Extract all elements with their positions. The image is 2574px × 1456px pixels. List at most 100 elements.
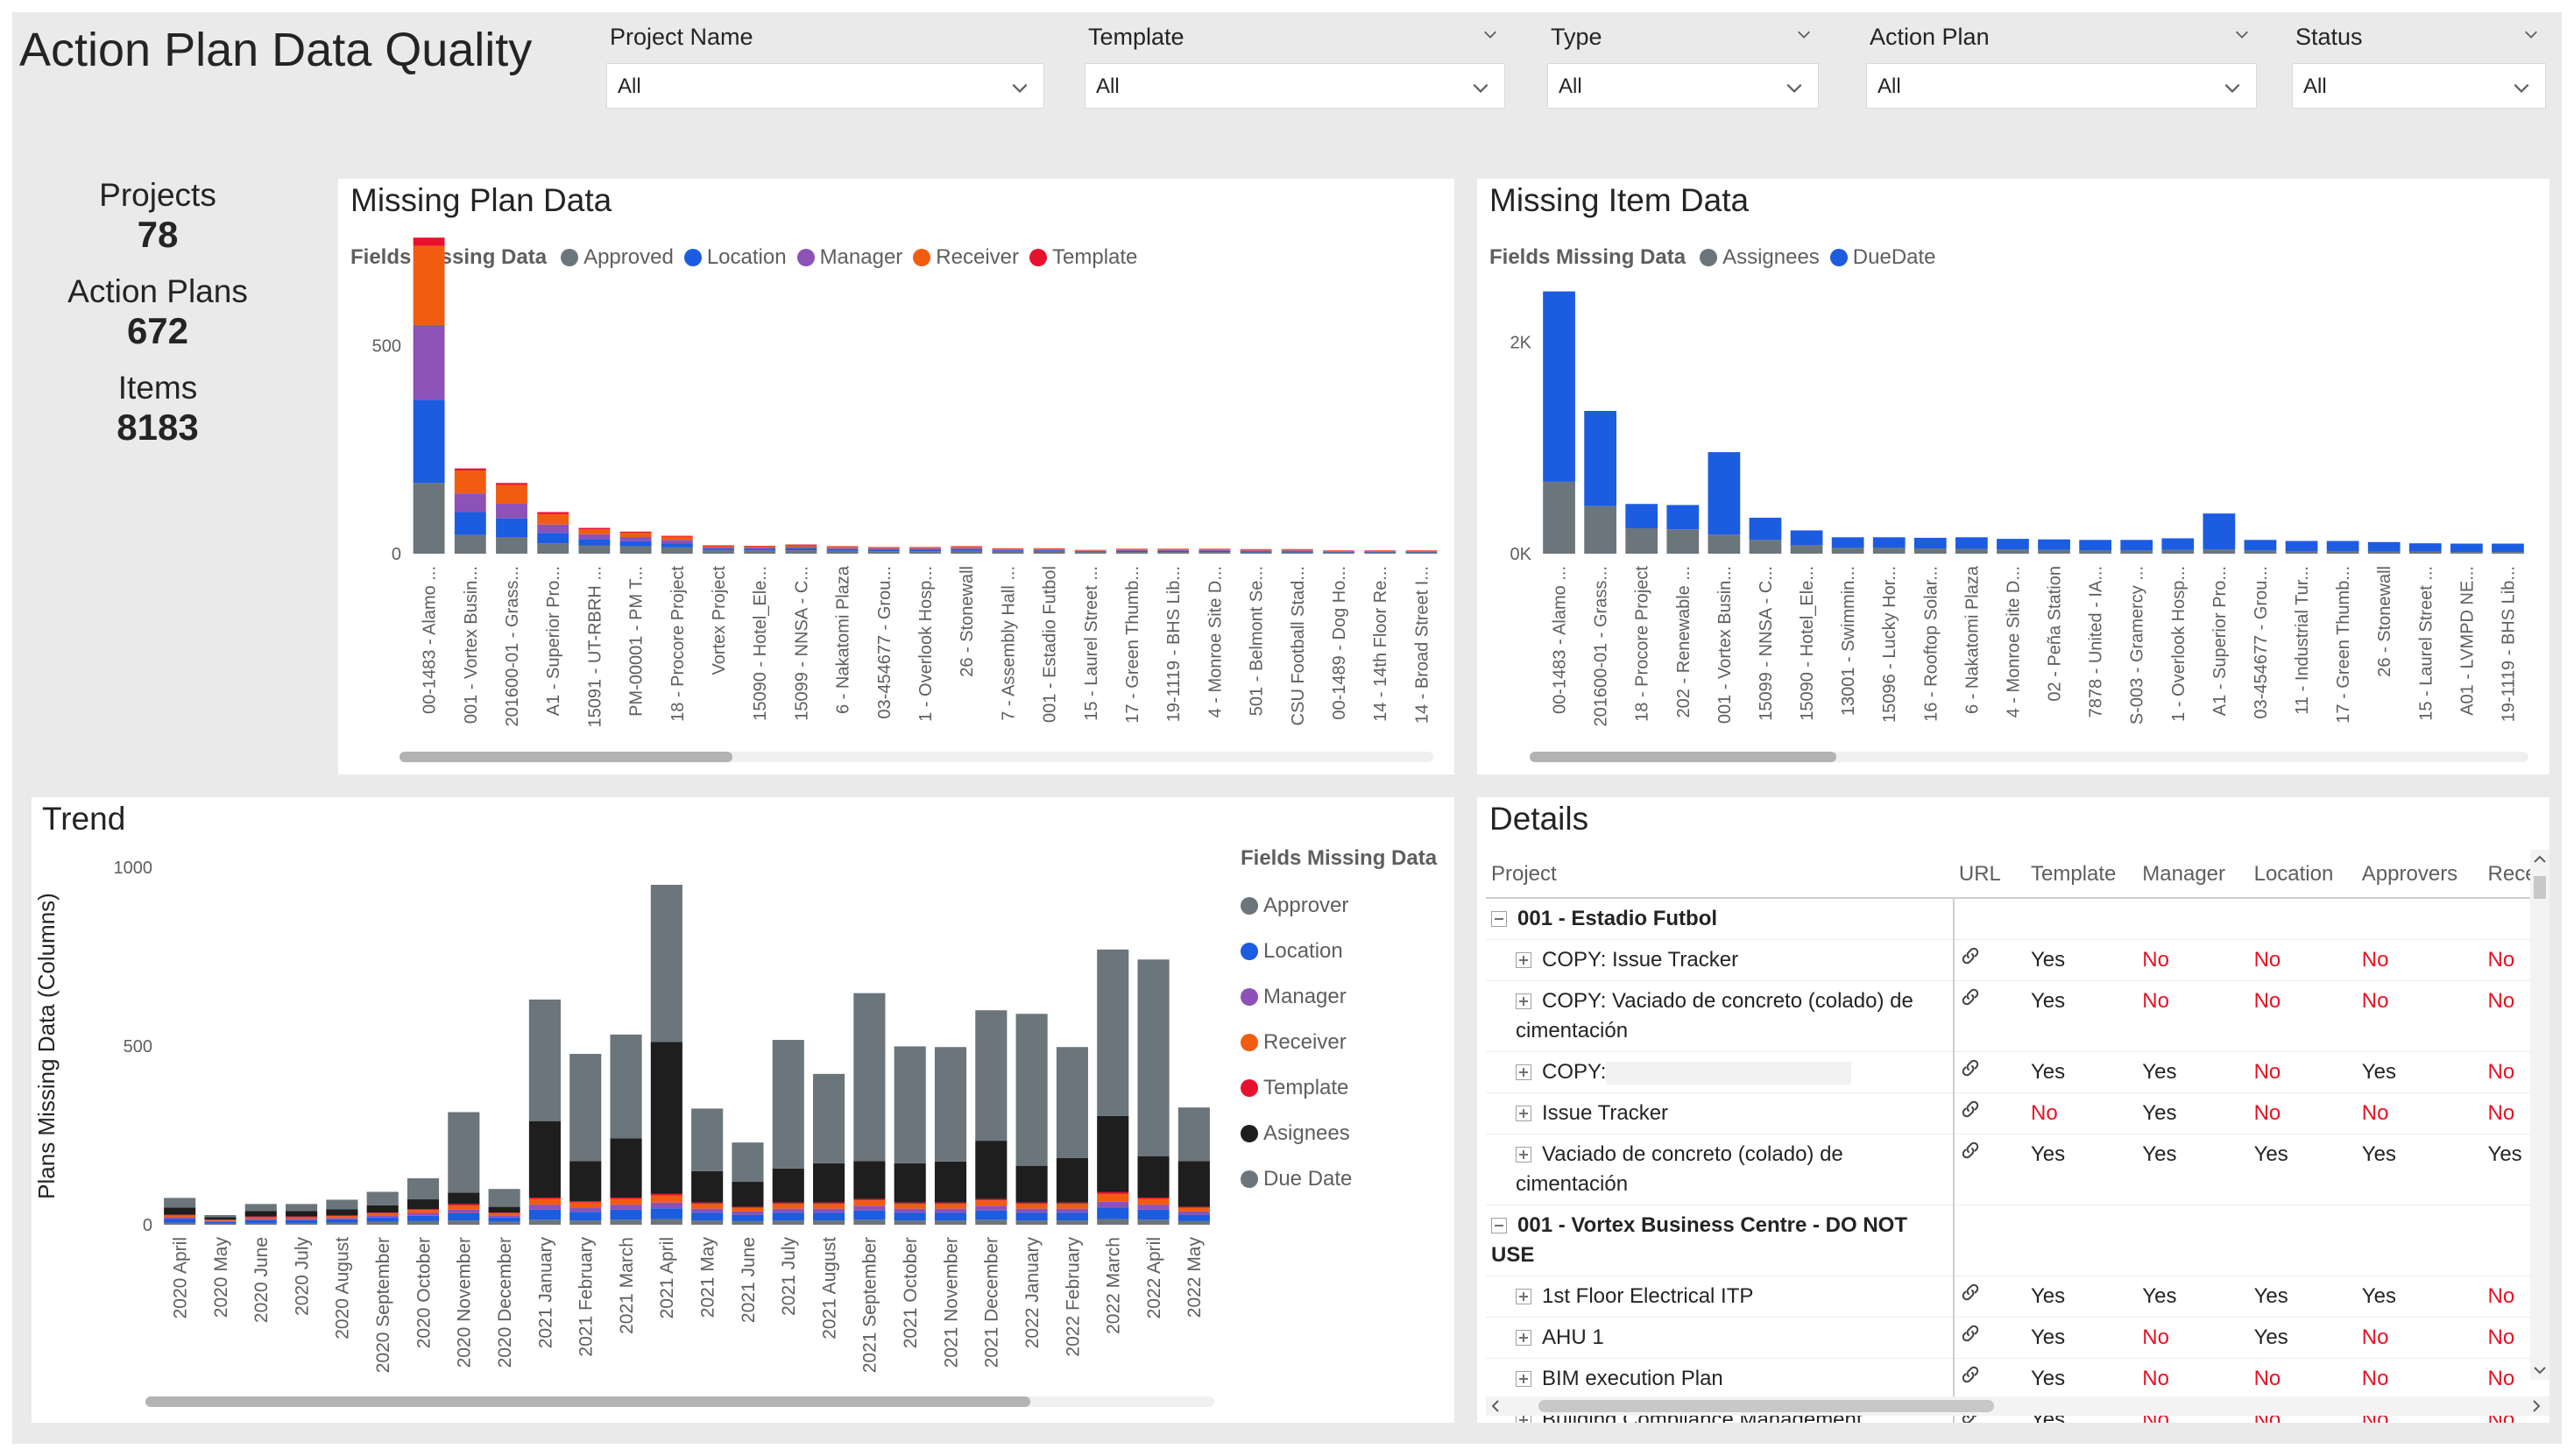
bar-segment-duedate[interactable]	[2161, 538, 2195, 550]
bar-segment-location[interactable]	[413, 399, 445, 484]
bar-segment-due-date[interactable]	[528, 999, 561, 1121]
bar-segment-template[interactable]	[326, 1215, 358, 1217]
expand-icon[interactable]	[1516, 993, 1531, 1009]
bar-segment-receiver[interactable]	[1097, 1193, 1129, 1202]
bar-segment-approver[interactable]	[1137, 1219, 1170, 1225]
bar-segment-asignees[interactable]	[894, 1163, 926, 1203]
table-row[interactable]: COPY: Yes Yes No Yes No	[1486, 1051, 2549, 1093]
bar-segment-template[interactable]	[413, 237, 445, 246]
bar-segment-manager[interactable]	[1033, 549, 1065, 551]
bar-segment-receiver[interactable]	[894, 1204, 926, 1209]
slicer-header-template[interactable]: Template	[1085, 21, 1505, 53]
legend-item[interactable]: Template	[1241, 1065, 1437, 1111]
bar-segment-manager[interactable]	[691, 1208, 724, 1213]
bar-segment-manager[interactable]	[867, 548, 900, 550]
bar-segment-approver[interactable]	[650, 1219, 682, 1225]
bar-segment-assignees[interactable]	[2161, 549, 2195, 554]
bar-segment-location[interactable]	[204, 1221, 237, 1224]
bar-segment-receiver[interactable]	[610, 1198, 642, 1205]
legend-item[interactable]: Manager	[1241, 974, 1437, 1020]
bar-segment-location[interactable]	[1056, 1212, 1088, 1221]
bar-segment-location[interactable]	[286, 1219, 318, 1223]
bar-segment-manager[interactable]	[1137, 1205, 1170, 1210]
bar-segment-assignees[interactable]	[2285, 550, 2318, 554]
bar-segment-template[interactable]	[732, 1206, 764, 1208]
bar-segment-approved[interactable]	[454, 534, 486, 554]
bar-segment-assignees[interactable]	[2408, 551, 2442, 554]
table-row[interactable]: AHU 1 Yes No Yes No No	[1486, 1317, 2549, 1359]
horizontal-scrollbar[interactable]	[1486, 1396, 2549, 1416]
bar-segment-manager[interactable]	[326, 1218, 358, 1219]
bar-segment-location[interactable]	[1097, 1207, 1129, 1219]
bar-segment-receiver[interactable]	[496, 484, 527, 505]
bar-segment-approved[interactable]	[951, 550, 983, 554]
bar-segment-approved[interactable]	[1074, 552, 1107, 554]
bar-segment-receiver[interactable]	[1281, 549, 1313, 551]
bar-segment-asignees[interactable]	[732, 1182, 764, 1207]
bar-segment-receiver[interactable]	[691, 1204, 724, 1209]
bar-segment-location[interactable]	[1074, 551, 1107, 553]
bar-segment-duedate[interactable]	[1790, 530, 1823, 546]
bar-segment-location[interactable]	[1116, 550, 1148, 553]
bar-segment-manager[interactable]	[650, 1202, 682, 1209]
bar-segment-receiver[interactable]	[537, 513, 569, 525]
collapse-icon[interactable]	[1491, 1218, 1507, 1233]
bar-segment-approved[interactable]	[703, 550, 734, 554]
bar-segment-duedate[interactable]	[1913, 537, 1947, 548]
bar-segment-asignees[interactable]	[204, 1217, 237, 1220]
bar-segment-approver[interactable]	[1056, 1220, 1088, 1225]
bar-segment-approved[interactable]	[661, 547, 693, 554]
bar-segment-manager[interactable]	[785, 546, 817, 548]
bar-segment-due-date[interactable]	[1097, 949, 1129, 1116]
bar-segment-assignees[interactable]	[1997, 549, 2029, 554]
bar-segment-template[interactable]	[785, 544, 817, 546]
bar-segment-approver[interactable]	[853, 1219, 886, 1225]
bar-segment-duedate[interactable]	[2120, 540, 2153, 551]
bar-segment-location[interactable]	[1199, 550, 1231, 553]
bar-segment-due-date[interactable]	[407, 1177, 440, 1200]
chevron-down-icon[interactable]	[2530, 1361, 2549, 1380]
bar-segment-location[interactable]	[1240, 551, 1272, 553]
bar-segment-location[interactable]	[951, 548, 983, 551]
legend-item[interactable]: Location	[683, 245, 787, 270]
bar-segment-due-date[interactable]	[1177, 1107, 1210, 1162]
bar-segment-due-date[interactable]	[1056, 1047, 1088, 1158]
bar-segment-assignees[interactable]	[2450, 552, 2483, 554]
bar-segment-assignees[interactable]	[1625, 528, 1658, 554]
bar-segment-duedate[interactable]	[1708, 452, 1741, 535]
bar-segment-approver[interactable]	[975, 1219, 1008, 1225]
bar-segment-assignees[interactable]	[2326, 550, 2359, 554]
bar-segment-manager[interactable]	[578, 534, 611, 540]
bar-segment-approver[interactable]	[610, 1219, 642, 1225]
bar-segment-template[interactable]	[407, 1209, 440, 1211]
bar-segment-location[interactable]	[496, 518, 527, 538]
bar-segment-template[interactable]	[691, 1202, 724, 1205]
legend-item[interactable]: Receiver	[913, 245, 1019, 270]
bar-segment-manager[interactable]	[992, 549, 1024, 551]
bar-segment-manager[interactable]	[1281, 550, 1313, 552]
bar-segment-manager[interactable]	[661, 540, 693, 544]
bar-segment-approved[interactable]	[867, 551, 900, 554]
slicer-dropdown-project-name[interactable]: All	[606, 63, 1044, 109]
bar-segment-template[interactable]	[244, 1216, 277, 1218]
bar-segment-template[interactable]	[1177, 1206, 1210, 1208]
bar-segment-approved[interactable]	[1199, 552, 1231, 554]
bar-segment-due-date[interactable]	[732, 1142, 764, 1183]
bar-segment-manager[interactable]	[610, 1205, 642, 1210]
expand-icon[interactable]	[1516, 1330, 1531, 1346]
bar-segment-due-date[interactable]	[853, 993, 886, 1162]
bar-segment-approver[interactable]	[448, 1220, 480, 1225]
group-row[interactable]: 001 - Vortex Business Centre - DO NOT US…	[1486, 1205, 2549, 1276]
bar-segment-manager[interactable]	[1015, 1208, 1048, 1213]
collapse-icon[interactable]	[1491, 911, 1507, 927]
bar-segment-template[interactable]	[934, 1202, 967, 1205]
bar-segment-due-date[interactable]	[1015, 1014, 1048, 1166]
bar-segment-receiver[interactable]	[853, 1200, 886, 1206]
scrollbar-thumb[interactable]	[145, 1396, 1030, 1407]
bar-segment-approved[interactable]	[1364, 552, 1397, 554]
link-icon[interactable]	[1960, 1057, 1981, 1078]
bar-segment-duedate[interactable]	[1543, 291, 1575, 482]
bar-segment-receiver[interactable]	[1033, 548, 1065, 550]
legend-item[interactable]: Manager	[796, 245, 902, 270]
bar-segment-manager[interactable]	[407, 1212, 440, 1216]
